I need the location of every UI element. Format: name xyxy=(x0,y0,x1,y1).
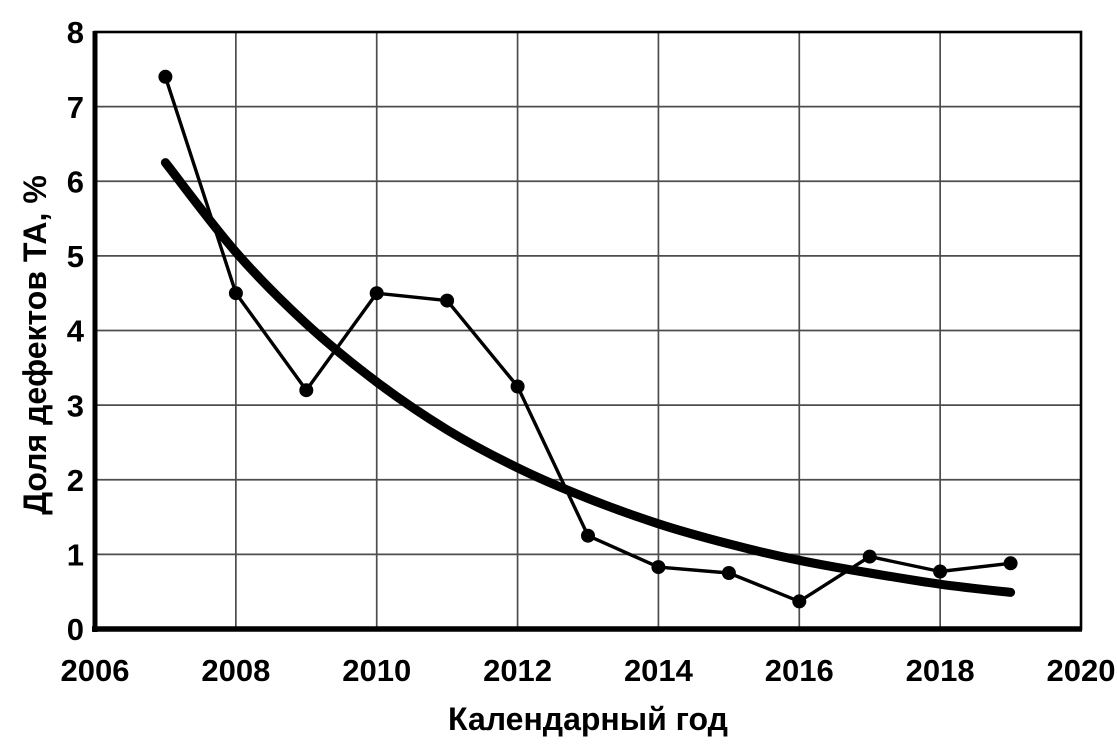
y-tick-label: 8 xyxy=(67,15,84,50)
y-tick-label: 6 xyxy=(67,164,84,199)
data-point-marker xyxy=(721,566,736,580)
x-tick-label: 2012 xyxy=(483,653,552,688)
y-tick-label: 5 xyxy=(67,239,84,274)
y-tick-label: 7 xyxy=(67,90,84,125)
defect-share-series-line xyxy=(163,76,1011,604)
data-point-marker xyxy=(228,286,243,301)
data-point-marker xyxy=(510,379,525,394)
data-point-marker xyxy=(369,286,384,301)
data-point-marker xyxy=(862,549,877,564)
y-tick-label: 1 xyxy=(67,538,84,573)
y-axis-title: Доля дефектов ТА, % xyxy=(17,175,53,515)
data-point-marker xyxy=(299,383,314,398)
trend-layer xyxy=(160,158,1016,597)
x-tick-label: 2014 xyxy=(624,653,694,688)
x-axis-title: Календарный год xyxy=(448,701,728,737)
y-tick-label: 0 xyxy=(67,612,84,647)
x-tick-label: 2006 xyxy=(61,653,130,688)
data-point-marker xyxy=(651,560,666,575)
x-tick-label: 2016 xyxy=(765,653,834,688)
data-point-marker xyxy=(933,564,948,579)
x-tick-label: 2010 xyxy=(342,653,411,688)
gridlines-layer xyxy=(95,32,1081,629)
tick-labels-layer: 2006 2008 2010 2012 2014 2016 2018 2020 0 1 2 3 4 5 6 7… xyxy=(61,15,1116,688)
x-tick-label: 2020 xyxy=(1047,653,1116,688)
data-point-marker xyxy=(1003,556,1018,571)
data-point-marker xyxy=(158,69,173,84)
series-layer xyxy=(158,69,1018,609)
data-point-marker xyxy=(792,594,807,609)
plot-border-layer xyxy=(92,30,1083,632)
data-point-marker xyxy=(440,293,455,308)
y-tick-label: 4 xyxy=(67,314,85,349)
x-tick-label: 2008 xyxy=(201,653,270,688)
data-point-marker xyxy=(581,528,595,543)
x-tick-label: 2018 xyxy=(906,653,975,688)
trend-line xyxy=(160,158,1016,597)
y-tick-label: 3 xyxy=(67,388,84,423)
y-tick-label: 2 xyxy=(67,463,84,498)
